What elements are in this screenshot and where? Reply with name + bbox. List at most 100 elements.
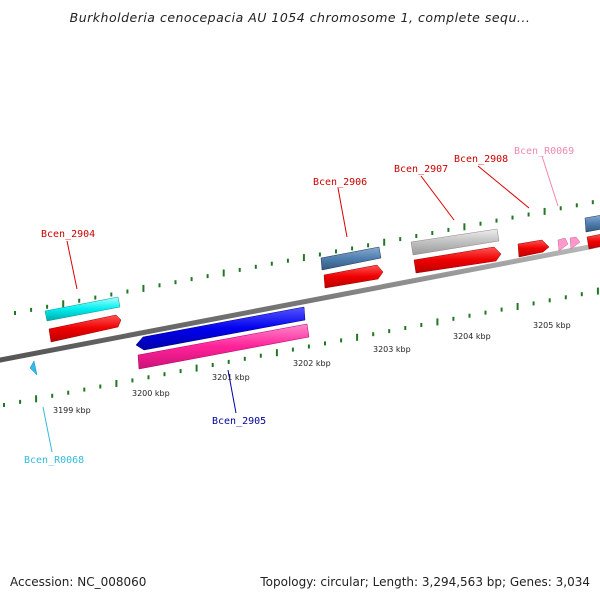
- cog-feature-bcen-2906: [320, 246, 382, 271]
- inner-tick: [388, 329, 391, 334]
- inner-tick: [436, 318, 439, 326]
- gene-label-bcen-r0068: Bcen_R0068: [24, 455, 84, 466]
- outer-tick: [575, 203, 578, 208]
- outer-tick: [190, 277, 193, 282]
- inner-tick: [51, 393, 54, 398]
- inner-tick: [99, 384, 102, 389]
- cds-feature-bcen-2906: [323, 264, 384, 289]
- leader-bcen-2904: [66, 240, 78, 290]
- outer-tick: [367, 243, 370, 248]
- inner-tick: [275, 349, 278, 357]
- rna-feature-bcen-r0068: [29, 360, 38, 376]
- inner-tick: [291, 347, 294, 352]
- cds-feature-right-edge: [586, 234, 600, 250]
- tick-label-3202: 3202 kbp: [293, 359, 331, 368]
- inner-tick: [211, 363, 214, 367]
- outer-tick: [206, 274, 209, 279]
- gene-bcen-r0068[interactable]: [29, 360, 38, 376]
- outer-tick-ring: [14, 200, 594, 315]
- outer-tick: [174, 280, 177, 285]
- outer-tick: [30, 307, 33, 312]
- inner-tick: [163, 372, 166, 377]
- inner-tick: [35, 395, 38, 403]
- outer-tick: [431, 231, 434, 235]
- tick-label-3201: 3201 kbp: [212, 373, 250, 382]
- outer-tick: [238, 267, 241, 272]
- outer-tick: [383, 238, 386, 246]
- outer-tick: [94, 295, 97, 300]
- inner-tick: [19, 399, 22, 404]
- tick-label-3205: 3205 kbp: [533, 321, 571, 330]
- leader-bcen-2906: [337, 187, 348, 238]
- gene-label-bcen-2904: Bcen_2904: [41, 229, 95, 240]
- outer-tick: [335, 249, 337, 254]
- inner-tick: [147, 375, 150, 380]
- outer-tick: [270, 261, 273, 266]
- outer-tick: [559, 206, 562, 211]
- gene-bcen-2904[interactable]: [44, 296, 122, 343]
- outer-tick: [302, 254, 305, 262]
- gene-right-edge[interactable]: [584, 215, 600, 250]
- inner-tick: [468, 313, 471, 318]
- inner-tick: [548, 298, 551, 303]
- gene-label-bcen-2906: Bcen_2906: [313, 177, 367, 188]
- inner-tick: [307, 344, 310, 349]
- inner-tick: [3, 403, 5, 407]
- outer-tick: [463, 223, 466, 231]
- inner-tick: [356, 333, 359, 341]
- inner-tick: [484, 310, 487, 315]
- gene-bcen-2907[interactable]: [410, 228, 502, 274]
- leader-bcen-r0068: [42, 406, 53, 453]
- inner-tick: [580, 292, 583, 297]
- outer-tick: [142, 284, 145, 292]
- cds-feature-bcen-2904: [48, 314, 122, 343]
- outer-tick: [78, 298, 81, 303]
- inner-tick: [67, 390, 70, 395]
- outer-tick: [62, 300, 65, 308]
- gene-bcen-2906[interactable]: [320, 246, 384, 289]
- gene-bcen-r0069[interactable]: [557, 236, 581, 252]
- sequence-summary: Topology: circular; Length: 3,294,563 bp…: [260, 575, 590, 589]
- outer-tick: [318, 252, 321, 257]
- inner-tick: [324, 341, 326, 346]
- cds-feature-bcen-2905: [137, 323, 310, 370]
- outer-tick: [286, 258, 289, 263]
- rna-feature-bcen-r0069-b: [569, 236, 581, 250]
- cog-feature-right-edge: [584, 215, 600, 233]
- inner-tick: [404, 326, 407, 330]
- outer-tick: [254, 264, 257, 269]
- outer-tick: [511, 215, 514, 220]
- inner-tick: [83, 387, 86, 392]
- gene-bcen-2908[interactable]: [517, 239, 550, 258]
- inner-tick: [227, 359, 230, 364]
- inner-tick: [243, 356, 246, 361]
- inner-tick: [420, 323, 423, 327]
- outer-tick: [527, 212, 530, 217]
- accession-text: Accession: NC_008060: [10, 575, 147, 589]
- inner-tick: [131, 378, 134, 383]
- outer-tick: [447, 227, 450, 232]
- inner-tick: [500, 307, 503, 312]
- gene-label-bcen-r0069: Bcen_R0069: [514, 146, 574, 157]
- outer-tick: [543, 207, 546, 215]
- outer-tick: [591, 200, 594, 205]
- inner-tick: [596, 287, 599, 295]
- inner-tick: [564, 295, 567, 300]
- outer-tick: [479, 221, 482, 226]
- map-title: Burkholderia cenocepacia AU 1054 chromos…: [69, 10, 531, 25]
- gene-label-bcen-2907: Bcen_2907: [394, 164, 448, 175]
- inner-tick: [372, 332, 375, 337]
- gene-bcen-2905[interactable]: [135, 306, 310, 370]
- inner-tick: [532, 301, 535, 306]
- inner-tick: [516, 303, 519, 310]
- tick-label-3203: 3203 kbp: [373, 345, 411, 354]
- cds-feature-bcen-2908: [517, 239, 550, 258]
- inner-tick: [340, 338, 343, 343]
- cog-feature-bcen-2904: [44, 296, 121, 322]
- inner-tick: [195, 364, 198, 372]
- leader-bcen-2907: [420, 175, 455, 221]
- outer-tick: [110, 292, 113, 297]
- outer-tick: [495, 218, 498, 223]
- outer-tick: [14, 311, 16, 315]
